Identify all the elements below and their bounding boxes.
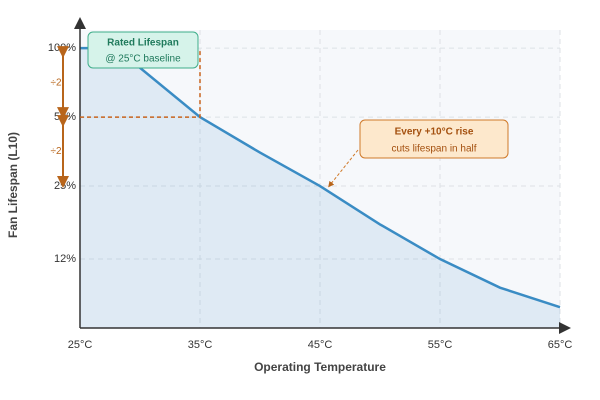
- callout-arrow: [328, 149, 359, 188]
- callout-title: Rated Lifespan: [107, 38, 179, 49]
- callout-text: cuts lifespan in half: [391, 144, 476, 155]
- halving-label: ÷2: [50, 77, 61, 88]
- y-axis-title: Fan Lifespan (L10): [6, 132, 20, 238]
- x-tick-label: 45°C: [308, 339, 333, 351]
- callout-box: [359, 119, 509, 159]
- x-tick-label: 55°C: [428, 339, 453, 351]
- x-tick-label: 35°C: [188, 339, 213, 351]
- callout-title: Every +10°C rise: [395, 127, 474, 138]
- line: [80, 46, 561, 309]
- y-tick-label: 12%: [54, 253, 76, 265]
- x-tick-label: 25°C: [68, 339, 93, 351]
- callout-box: [87, 31, 199, 69]
- halving-label: ÷2: [50, 146, 61, 157]
- guide-line: [80, 48, 201, 118]
- y-tick-label: 25%: [54, 180, 76, 192]
- x-tick-label: 65°C: [548, 339, 573, 351]
- x-axis-title: Operating Temperature: [254, 360, 386, 374]
- callout-text: @ 25°C baseline: [105, 54, 181, 65]
- y-tick-label: 50%: [54, 111, 76, 123]
